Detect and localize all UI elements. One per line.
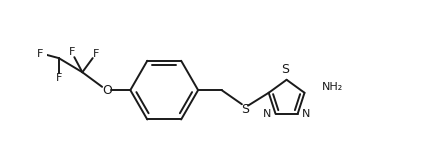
- Text: NH₂: NH₂: [321, 82, 343, 92]
- Text: F: F: [93, 49, 100, 59]
- Text: F: F: [37, 49, 43, 59]
- Text: S: S: [281, 63, 289, 76]
- Text: O: O: [102, 84, 112, 97]
- Text: F: F: [56, 73, 62, 83]
- Text: N: N: [263, 109, 271, 119]
- Text: S: S: [241, 103, 249, 116]
- Text: F: F: [69, 47, 75, 57]
- Text: N: N: [302, 109, 311, 119]
